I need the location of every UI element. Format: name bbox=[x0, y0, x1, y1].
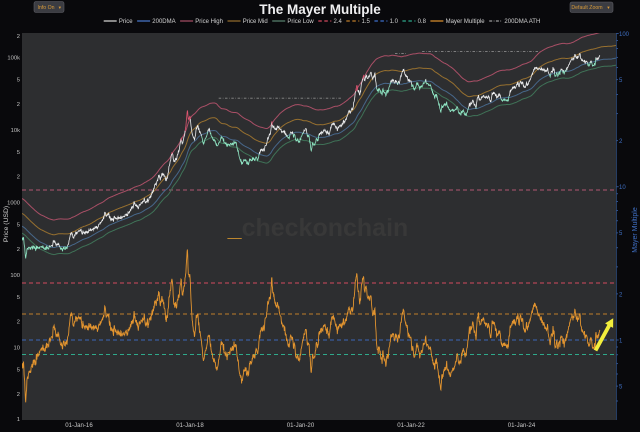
svg-text:10k: 10k bbox=[11, 128, 20, 134]
svg-text:5: 5 bbox=[17, 222, 20, 228]
svg-text:Mayer Multiple: Mayer Multiple bbox=[446, 19, 486, 25]
svg-text:Mayer Multiple: Mayer Multiple bbox=[632, 207, 639, 253]
svg-text:01-Jan-20: 01-Jan-20 bbox=[287, 422, 315, 429]
svg-text:100: 100 bbox=[619, 32, 630, 38]
svg-text:Price Low: Price Low bbox=[287, 19, 314, 25]
svg-text:100: 100 bbox=[10, 273, 20, 279]
svg-text:200DMA ATH: 200DMA ATH bbox=[504, 19, 540, 25]
svg-text:2: 2 bbox=[17, 102, 20, 108]
svg-text:2: 2 bbox=[17, 320, 20, 326]
svg-text:1.5: 1.5 bbox=[362, 19, 371, 25]
svg-text:1.0: 1.0 bbox=[390, 19, 399, 25]
svg-text:2: 2 bbox=[619, 292, 623, 298]
svg-text:5: 5 bbox=[619, 384, 623, 390]
svg-text:1000: 1000 bbox=[7, 201, 20, 207]
svg-text:Price High: Price High bbox=[195, 19, 223, 25]
svg-text:100k: 100k bbox=[7, 56, 20, 62]
svg-text:1: 1 bbox=[619, 338, 623, 344]
svg-text:2: 2 bbox=[619, 139, 623, 145]
svg-text:Price Mid: Price Mid bbox=[243, 19, 268, 25]
svg-text:▼: ▼ bbox=[606, 5, 610, 10]
svg-text:5: 5 bbox=[17, 295, 20, 301]
svg-text:2.4: 2.4 bbox=[334, 19, 343, 25]
svg-text:5: 5 bbox=[619, 78, 623, 84]
svg-text:Info On: Info On bbox=[37, 5, 54, 11]
svg-text:10: 10 bbox=[619, 185, 626, 191]
svg-text:01-Jan-24: 01-Jan-24 bbox=[508, 422, 536, 429]
svg-text:200DMA: 200DMA bbox=[152, 19, 175, 25]
svg-text:01-Jan-18: 01-Jan-18 bbox=[176, 422, 204, 429]
svg-text:5: 5 bbox=[17, 150, 20, 156]
svg-text:2: 2 bbox=[17, 175, 20, 181]
svg-text:1: 1 bbox=[17, 417, 20, 423]
svg-text:01-Jan-22: 01-Jan-22 bbox=[397, 422, 425, 429]
svg-text:2: 2 bbox=[17, 392, 20, 398]
svg-text:Price (USD): Price (USD) bbox=[3, 206, 10, 242]
svg-text:_checkonchain: _checkonchain bbox=[227, 214, 409, 242]
svg-text:5: 5 bbox=[17, 367, 20, 373]
svg-text:0.8: 0.8 bbox=[418, 19, 427, 25]
svg-text:▼: ▼ bbox=[58, 5, 62, 10]
svg-text:2: 2 bbox=[17, 247, 20, 253]
svg-text:2: 2 bbox=[17, 34, 20, 40]
svg-text:10: 10 bbox=[14, 346, 20, 352]
svg-text:5: 5 bbox=[619, 231, 623, 237]
svg-text:Default Zoom: Default Zoom bbox=[571, 5, 602, 11]
svg-text:Price: Price bbox=[119, 19, 133, 25]
svg-text:01-Jan-16: 01-Jan-16 bbox=[65, 422, 93, 429]
svg-text:5: 5 bbox=[17, 77, 20, 83]
svg-text:The Mayer Multiple: The Mayer Multiple bbox=[259, 2, 381, 17]
